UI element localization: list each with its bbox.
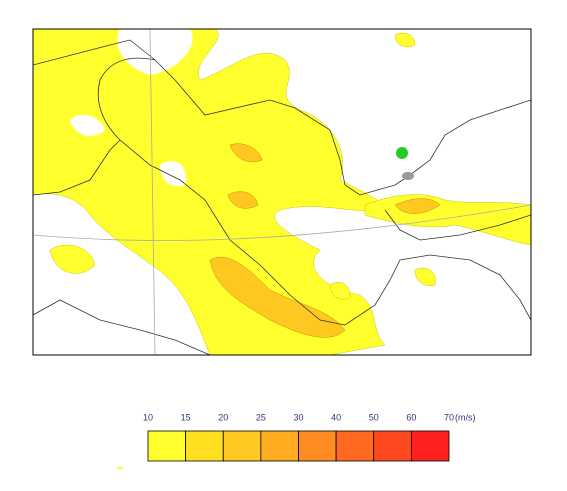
map [33,29,531,355]
legend-swatch [373,430,412,462]
legend-swatch [335,430,375,462]
legend-label: 30 [293,412,303,422]
legend-label: 25 [256,412,266,422]
legend-swatch [147,430,187,462]
legend-swatch [222,430,262,462]
legend-swatch [298,430,337,462]
legend-swatch [260,430,299,462]
legend-label: 50 [369,412,379,422]
legend-label: 70 [444,412,454,422]
legend-unit: (m/s) [455,412,476,422]
legend-swatch [185,430,224,462]
legend-label: 40 [331,412,341,422]
legend-swatch [410,430,450,462]
legend: 10 15 20 25 30 40 50 60 70 (m/s) [143,412,476,462]
legend-label: 60 [406,412,416,422]
legend-label: 20 [218,412,228,422]
legend-label: 10 [143,412,153,422]
legend-label: 15 [181,412,191,422]
map-frame [32,28,532,356]
